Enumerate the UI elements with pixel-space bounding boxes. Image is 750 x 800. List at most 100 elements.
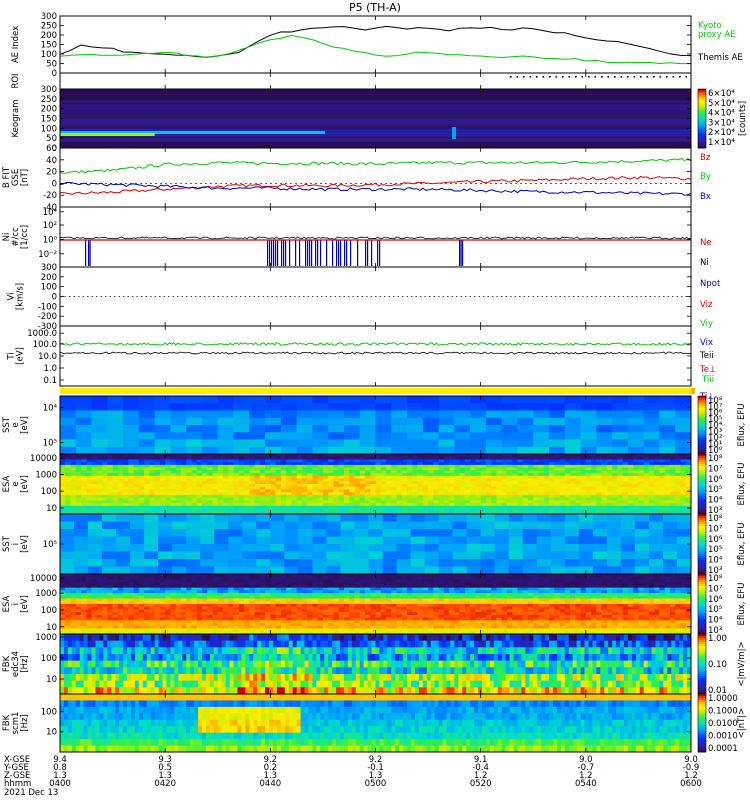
esa_e-cell <box>254 481 261 485</box>
sst_e-cell <box>470 439 487 448</box>
esa_e-cell <box>627 456 634 460</box>
esa_e-cell <box>522 486 529 490</box>
keogram-row <box>60 102 691 105</box>
ni-npot-bar <box>340 240 342 266</box>
ae-series-themis-ae <box>59 25 692 58</box>
esa_i-cell <box>96 590 103 594</box>
esa_e-cell <box>180 500 187 504</box>
esa_i-cell <box>570 601 576 605</box>
esa_i-cell <box>454 604 461 608</box>
esa_e-cell <box>433 484 439 488</box>
esa_e-cell <box>669 503 676 507</box>
esa_i-cell <box>338 593 345 597</box>
esa_e-cell <box>627 467 634 471</box>
esa_i-cell <box>223 593 229 597</box>
sst_i-cell <box>662 551 678 560</box>
esa_i-cell <box>648 604 655 608</box>
esa_i-cell <box>680 601 687 605</box>
esa_i-cell <box>112 584 119 589</box>
esa_e-cell <box>585 494 592 499</box>
esa_e-cell <box>580 478 587 482</box>
ni-npot-bar <box>338 240 340 266</box>
esa_i-cell <box>317 590 324 594</box>
sst_e-cell <box>438 439 455 448</box>
roi-dot <box>588 76 590 78</box>
esa_i-cell <box>96 576 103 580</box>
esa_i-cell <box>685 601 692 605</box>
esa_i-cell <box>675 598 681 602</box>
esa_e-cell <box>196 470 203 474</box>
esa_e-cell <box>138 492 145 496</box>
esa_e-cell <box>338 454 345 458</box>
esa_i-cell <box>680 598 687 602</box>
esa_e-cell <box>354 484 361 488</box>
esa_e-cell <box>617 481 624 485</box>
sst_i-cell <box>354 544 369 552</box>
esa_e-cell <box>112 464 119 469</box>
esa_i-cell <box>328 579 334 583</box>
esa_i-cell <box>238 587 245 591</box>
esa_i-cell <box>333 595 340 599</box>
esa_e-cell <box>612 503 618 507</box>
esa_i-cell <box>438 584 445 589</box>
esa_e-cell <box>144 511 150 515</box>
esa_e-cell <box>291 481 298 485</box>
esa_e-cell <box>228 467 234 471</box>
esa_e-cell <box>65 484 71 488</box>
esa_i-cell <box>401 579 408 583</box>
sst_i-cell <box>214 521 229 530</box>
esa_e-cell <box>133 505 140 509</box>
esa_e-cell <box>669 481 676 485</box>
sst_e-cell <box>422 396 439 404</box>
sst_e-cell <box>580 432 597 440</box>
esa_i-cell <box>128 593 135 597</box>
sst_i-cell <box>158 529 173 537</box>
esa_e-cell <box>538 473 545 477</box>
sst_i-cell <box>340 529 355 537</box>
esa_i-cell <box>322 587 329 591</box>
esa_e-cell <box>627 503 634 507</box>
esa_i-cell <box>165 595 171 599</box>
esa_e-cell <box>633 459 639 463</box>
esa_e-cell <box>643 484 650 488</box>
esa_i-cell <box>228 576 234 580</box>
esa_e-cell <box>633 462 639 466</box>
esa_i-cell <box>533 574 539 578</box>
esa_e-cell <box>564 497 571 501</box>
esa_e-cell <box>354 470 361 474</box>
esa_e-cell <box>380 486 387 490</box>
esa_i-cell <box>480 574 487 578</box>
esa_e-cell <box>428 497 434 501</box>
esa_i-cell <box>186 598 192 602</box>
esa_i-cell <box>265 574 271 578</box>
esa_e-cell <box>596 464 603 469</box>
esa_e-cell <box>464 489 471 493</box>
esa_i-cell <box>286 601 292 605</box>
esa_i-cell <box>370 601 376 605</box>
esa_e-cell <box>354 462 361 466</box>
esa_e-cell <box>622 478 629 482</box>
sst_i-cell <box>144 521 159 530</box>
esa_i-cell <box>596 595 603 599</box>
esa_e-cell <box>459 497 466 501</box>
esa_e-cell <box>196 508 203 512</box>
esa_i-cell <box>338 574 345 578</box>
esa_e-cell <box>664 486 671 490</box>
ni-npot-bar <box>295 240 297 266</box>
sst_e-cell <box>549 446 566 455</box>
esa_e-cell <box>422 508 429 512</box>
esa_i-cell <box>580 576 587 580</box>
esa_i-cell <box>354 582 361 586</box>
esa_e-cell <box>349 492 355 496</box>
esa_i-cell <box>265 598 271 602</box>
esa_e-cell <box>291 470 298 474</box>
esa_e-cell <box>149 484 156 488</box>
esa_e-cell <box>275 494 282 499</box>
esa_e-cell <box>454 484 461 488</box>
esa_i-cell <box>480 601 487 605</box>
sst_e-cell <box>422 425 439 433</box>
esa_i-cell <box>191 601 198 605</box>
esa_e-cell <box>417 497 424 501</box>
esa_i-cell <box>485 598 492 602</box>
esa_i-cell <box>485 584 492 589</box>
